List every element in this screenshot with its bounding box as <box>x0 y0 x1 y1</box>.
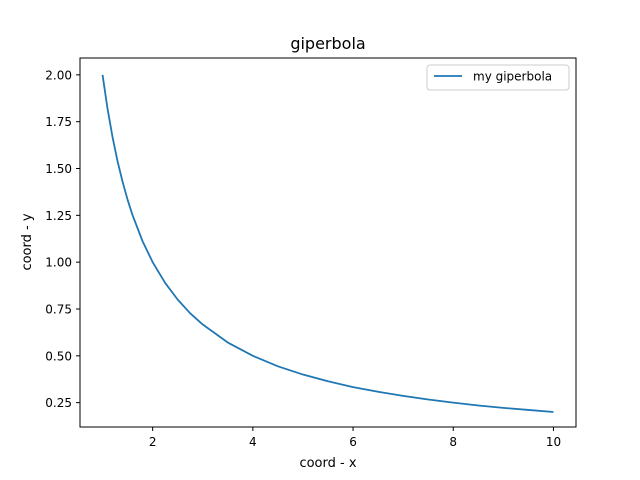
chart-title: giperbola <box>290 34 365 53</box>
y-tick-label: 1.75 <box>45 115 72 129</box>
y-tick-label: 0.75 <box>45 302 72 316</box>
y-tick-label: 0.25 <box>45 396 72 410</box>
axes-frame <box>79 57 577 428</box>
series-line-0 <box>101 74 554 413</box>
y-axis-label: coord - y <box>20 213 35 270</box>
x-tick-label: 6 <box>349 435 357 449</box>
plot-layer: 2 4 6 8 10 0.25 0.50 0.75 1.00 1.25 1.50 1.75 2.00 <box>45 68 561 449</box>
y-tick-label: 1.25 <box>45 209 72 223</box>
y-tick-label: 1.00 <box>45 256 72 270</box>
y-tick-label: 0.50 <box>45 349 72 363</box>
x-tick-label: 4 <box>249 435 257 449</box>
y-tick-label: 1.50 <box>45 162 72 176</box>
y-tick-label: 2.00 <box>45 68 72 82</box>
x-tick-label: 10 <box>546 435 561 449</box>
x-tick-label: 8 <box>449 435 457 449</box>
x-axis-label: coord - x <box>299 456 356 471</box>
x-tick-label: 2 <box>149 435 157 449</box>
legend-label: my giperbola <box>473 70 552 84</box>
legend: my giperbola <box>426 64 570 91</box>
legend-box <box>426 64 570 91</box>
